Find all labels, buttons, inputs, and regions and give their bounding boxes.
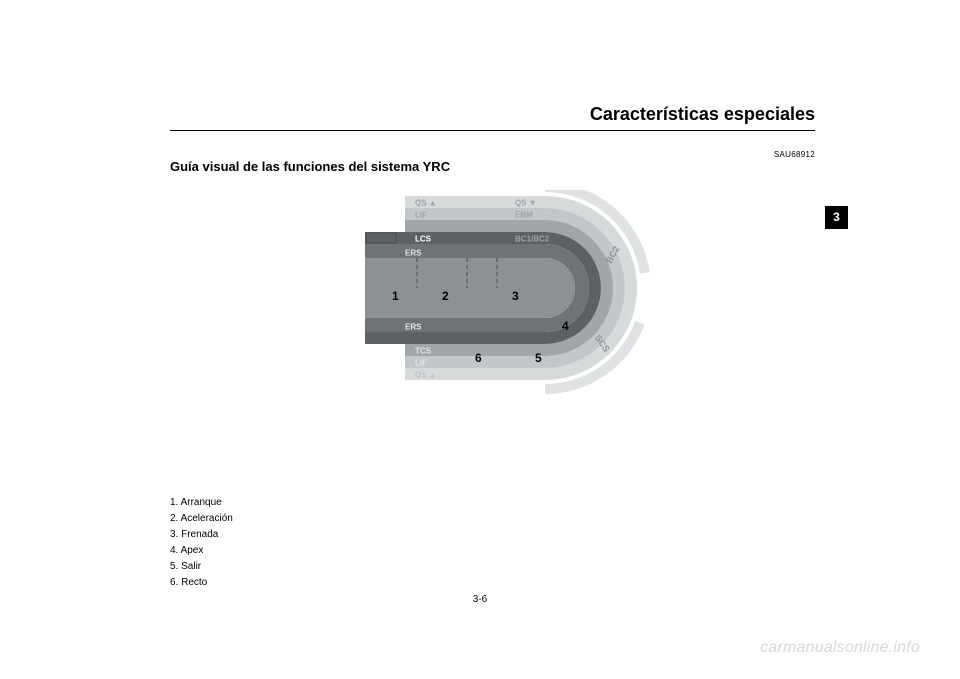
diagram-marker: 2 xyxy=(442,289,449,303)
doc-code: SAU68912 xyxy=(774,150,815,159)
band-label: EBM xyxy=(515,211,533,220)
page-subtitle: Guía visual de las funciones del sistema… xyxy=(170,159,450,174)
page-number: 3-6 xyxy=(0,594,960,605)
band-label: LIF xyxy=(415,211,427,220)
band-label: QS ▼ xyxy=(515,199,537,208)
manual-page: Características especiales SAU68912 Guía… xyxy=(0,0,960,679)
diagram-marker: 4 xyxy=(562,319,569,333)
diagram-marker: 5 xyxy=(535,351,542,365)
diagram-marker: 3 xyxy=(512,289,519,303)
legend-item: 4. Apex xyxy=(170,543,233,559)
diagram-marker: 1 xyxy=(392,289,399,303)
band-label: QS ▲ xyxy=(415,199,437,208)
legend-item: 3. Frenada xyxy=(170,527,233,543)
band-label: ERS xyxy=(405,249,422,258)
legend-item: 1. Arranque xyxy=(170,495,233,511)
band-label: TCS xyxy=(415,223,432,232)
legend-item: 2. Aceleración xyxy=(170,511,233,527)
band-label: LCS xyxy=(415,235,432,244)
band-label: ERS xyxy=(405,323,422,332)
band-label: LIF xyxy=(415,359,427,368)
diagram-legend: 1. Arranque2. Aceleración3. Frenada4. Ap… xyxy=(170,495,233,591)
band-label: QS ▲ xyxy=(415,371,437,380)
section-tab: 3 xyxy=(825,206,848,229)
legend-item: 6. Recto xyxy=(170,575,233,591)
header-rule xyxy=(170,130,815,131)
band-label: BC1/BC2 xyxy=(515,235,550,244)
page-title: Características especiales xyxy=(590,104,815,125)
legend-item: 5. Salir xyxy=(170,559,233,575)
diagram-marker: 6 xyxy=(475,351,482,365)
watermark: carmanualsonline.info xyxy=(760,639,920,657)
yrc-diagram: QS ▲ QS ▼ LIF EBM TCS LCS BC1/BC2 ERS ERS TCS LIF Q… xyxy=(355,190,695,480)
band-label: TCS xyxy=(415,347,432,356)
